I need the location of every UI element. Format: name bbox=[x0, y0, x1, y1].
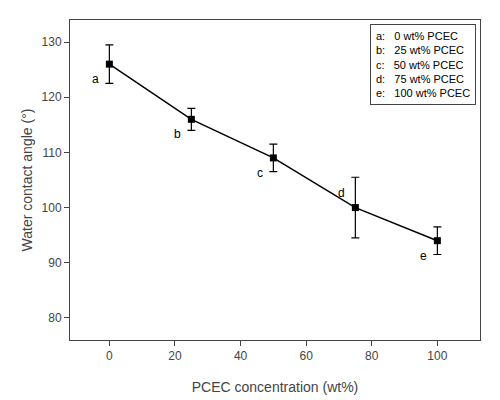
svg-text:0: 0 bbox=[106, 349, 113, 363]
svg-text:a: 0 wt% PCECb: 25 wt% PCE: a: 0 wt% PCECb: 25 wt% PCECc: 50 wt% PCE… bbox=[376, 30, 470, 99]
svg-text:90: 90 bbox=[48, 256, 62, 270]
svg-text:120: 120 bbox=[42, 90, 62, 104]
svg-text:100: 100 bbox=[427, 349, 447, 363]
svg-text:Water contact angle (°): Water contact angle (°) bbox=[19, 109, 35, 252]
svg-text:100: 100 bbox=[42, 201, 62, 215]
svg-text:20: 20 bbox=[168, 349, 182, 363]
svg-text:c: c bbox=[257, 166, 263, 180]
svg-text:110: 110 bbox=[42, 146, 61, 160]
svg-text:d: d bbox=[338, 186, 345, 200]
svg-text:e: e bbox=[420, 249, 427, 263]
svg-text:80: 80 bbox=[365, 349, 379, 363]
svg-text:40: 40 bbox=[234, 349, 248, 363]
svg-text:80: 80 bbox=[48, 311, 62, 325]
svg-text:PCEC concentration (wt%): PCEC concentration (wt%) bbox=[192, 379, 359, 395]
svg-text:130: 130 bbox=[42, 35, 62, 49]
svg-text:60: 60 bbox=[299, 349, 313, 363]
svg-text:b: b bbox=[174, 127, 181, 141]
svg-text:a: a bbox=[92, 72, 99, 86]
